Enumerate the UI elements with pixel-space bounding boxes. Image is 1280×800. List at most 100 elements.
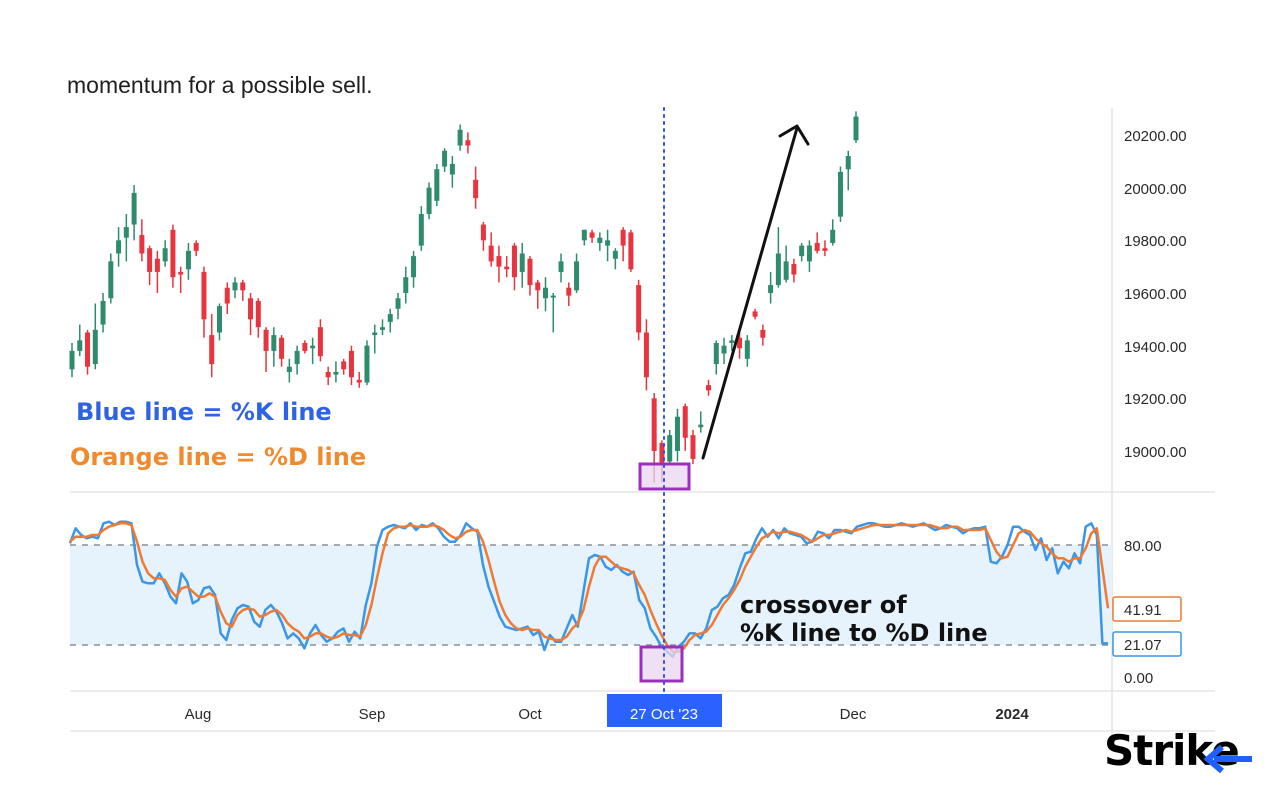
candle-body	[224, 287, 230, 304]
candle-body	[387, 314, 393, 322]
candle-body	[480, 224, 486, 241]
d-value-label: 41.91	[1124, 602, 1162, 619]
candle-body	[209, 335, 215, 365]
candle-body	[310, 345, 316, 349]
candle-body	[837, 171, 843, 217]
candlestick-series	[69, 111, 859, 483]
candle-body	[418, 213, 424, 246]
candle-body	[85, 332, 91, 367]
oscillator-tick-0: 0.00	[1124, 670, 1153, 687]
crossover-annotation-line2: %K line to %D line	[740, 619, 988, 647]
candle-body	[504, 266, 510, 270]
candle-body	[116, 240, 122, 254]
candle-body	[317, 327, 323, 357]
candle-body	[201, 271, 207, 320]
candle-body	[162, 248, 168, 262]
time-label-aug: Aug	[185, 706, 212, 723]
candle-body	[108, 261, 114, 299]
oscillator-tick-80: 80.00	[1124, 538, 1162, 555]
candle-body	[574, 261, 580, 291]
candle-body	[620, 229, 626, 246]
candle-body	[170, 229, 176, 278]
candle-body	[372, 332, 378, 336]
candle-body	[123, 227, 129, 238]
oscillator-band	[70, 545, 1112, 645]
candle-body	[403, 277, 409, 293]
d-line	[69, 522, 1110, 653]
time-label-oct: Oct	[518, 706, 542, 723]
candle-body	[760, 329, 766, 338]
candle-body	[411, 256, 417, 278]
candle-body	[240, 282, 246, 291]
candle-body	[775, 253, 781, 286]
candle-body	[294, 350, 300, 365]
candle-body	[449, 163, 455, 175]
candle-body	[737, 337, 743, 349]
candle-body	[496, 256, 502, 267]
candle-body	[721, 345, 727, 354]
candle-body	[426, 187, 432, 214]
candle-body	[566, 287, 572, 296]
candle-body	[682, 406, 688, 438]
d-line-legend-label: Orange line = %D line	[70, 443, 366, 471]
candle-body	[302, 343, 308, 351]
time-label-dec: Dec	[840, 706, 867, 723]
candle-body	[806, 245, 812, 262]
k-value-badge	[1112, 631, 1182, 657]
candle-body	[628, 232, 634, 270]
candle-body	[589, 232, 595, 238]
candle-body	[488, 245, 494, 262]
candle-body	[232, 282, 238, 291]
time-label-sep: Sep	[359, 706, 386, 723]
candle-body	[193, 242, 199, 251]
candle-body	[744, 340, 750, 359]
price-low-highlight-box	[638, 462, 691, 491]
candle-body	[100, 300, 106, 325]
price-axis: 20200.00 20000.00 19800.00 19600.00 1940…	[1124, 128, 1187, 461]
candle-body	[783, 261, 789, 280]
k-line	[68, 520, 1108, 658]
k-value-label: 21.07	[1124, 637, 1162, 654]
candle-body	[845, 156, 851, 170]
candle-body	[69, 350, 75, 370]
candle-body	[853, 116, 859, 141]
candle-body	[698, 424, 704, 428]
candle-body	[706, 385, 712, 391]
candle-body	[341, 361, 347, 370]
candle-body	[147, 248, 153, 272]
candle-body	[286, 366, 292, 372]
time-axis: Aug Sep Oct Dec 2024 27 Oct '23	[185, 694, 1029, 727]
candle-body	[185, 250, 191, 270]
price-tick: 19400.00	[1124, 339, 1187, 356]
price-tick: 19600.00	[1124, 286, 1187, 303]
candle-body	[612, 250, 618, 259]
crossover-highlight-box	[639, 645, 684, 683]
candle-body	[519, 253, 525, 272]
candle-body	[442, 150, 448, 167]
oscillator-axis: 80.00 0.00 41.91 21.07	[1112, 538, 1182, 687]
candle-body	[752, 311, 758, 317]
candle-body	[690, 435, 696, 459]
candle-body	[395, 298, 401, 309]
candle-body	[457, 129, 463, 146]
candle-body	[77, 340, 83, 351]
candle-body	[581, 229, 587, 241]
candle-body	[154, 258, 160, 272]
candle-body	[511, 245, 517, 278]
candle-body	[830, 229, 836, 243]
candle-body	[667, 435, 673, 462]
candle-body	[636, 285, 642, 333]
logo-arrow-icon	[1203, 744, 1252, 774]
k-line-legend-label: Blue line = %K line	[76, 398, 332, 426]
candle-body	[139, 235, 145, 254]
candle-body	[348, 350, 354, 378]
candle-body	[659, 443, 665, 465]
crosshair-date-badge	[607, 694, 722, 727]
crossover-annotation-line1: crossover of	[740, 591, 907, 619]
candle-body	[791, 264, 797, 275]
candle-body	[216, 306, 222, 333]
candle-body	[527, 258, 533, 286]
crosshair-date-label: 27 Oct '23	[630, 706, 698, 723]
candle-body	[178, 271, 184, 275]
candle-body	[271, 335, 277, 351]
